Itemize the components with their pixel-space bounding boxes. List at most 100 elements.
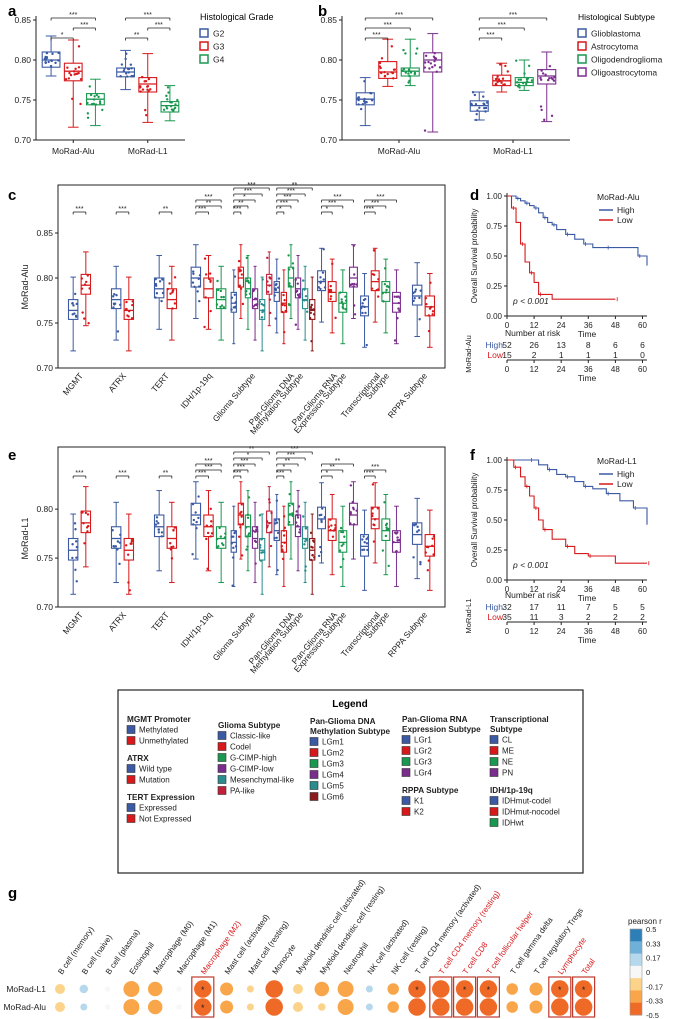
box-MoRad-Alu-point: [362, 99, 366, 103]
km-legend-title: MoRad-L1: [597, 456, 637, 466]
bubble: [574, 998, 593, 1016]
box-MoRad-Alu-box: [378, 61, 398, 79]
sig-Glioma Subtype-sig: ***: [244, 188, 252, 195]
box-MoRad-Alu-point: [72, 70, 76, 73]
legend-swatch: [199, 28, 209, 38]
box-IDH/1p-19q-point: [195, 527, 198, 530]
box-TERT-point: [154, 278, 157, 281]
box-Pan-Glioma RNA Expression Subtype-point: [339, 526, 343, 530]
risk-title: Number at risk: [505, 590, 561, 600]
box-IDH/1p-19q-point: [222, 295, 225, 299]
risk-value: 1: [559, 350, 564, 360]
box-Glioma Subtype-point: [263, 550, 266, 554]
box-Pan-Glioma DNA Methylation Subtype-point: [303, 543, 306, 546]
legend-label: G4: [213, 55, 225, 65]
bubble: [408, 980, 426, 998]
bubble: [293, 984, 303, 994]
colorbar-tick: 0.5: [646, 925, 656, 934]
km-pvalue: p < 0.001: [512, 560, 549, 570]
bubble: [506, 1001, 518, 1013]
km-x-tick-label: 48: [611, 585, 620, 594]
box-MoRad-Alu-point: [51, 52, 54, 56]
box-IDH/1p-19q-point: [198, 299, 201, 303]
box-RPPA Subtype-point: [425, 545, 429, 549]
legend-section-title: Pan-Glioma RNA: [402, 715, 468, 724]
box-Pan-Glioma RNA Expression Subtype-point: [352, 523, 356, 526]
box-MoRad-L1-point: [139, 85, 142, 88]
box-IDH/1p-19q-point: [196, 290, 199, 293]
bubble: [506, 983, 518, 995]
box-Pan-Glioma RNA Expression Subtype-point: [342, 557, 345, 561]
panel-b-legend-title: Histological Subtype: [578, 12, 655, 22]
box-Pan-Glioma DNA Methylation Subtype-point: [287, 254, 290, 257]
box-MoRad-Alu-box: [423, 52, 443, 73]
box-MoRad-Alu-point: [433, 64, 437, 67]
y-tick-label: 0.70: [36, 363, 53, 373]
box-MoRad-L1-point: [125, 75, 129, 78]
box-MoRad-Alu-point: [380, 57, 384, 60]
km-y-tick-label: 0.75: [486, 222, 502, 231]
legend-box-swatch: [217, 731, 227, 740]
box-RPPA Subtype-point: [419, 560, 422, 564]
box-RPPA Subtype-point: [412, 299, 415, 303]
risk-side-label: MoRad-Alu: [464, 335, 473, 373]
sig-Transcriptional Subtype-sig: ***: [366, 470, 374, 477]
box-RPPA Subtype-point: [431, 310, 435, 313]
box-MoRad-L1-point: [484, 106, 488, 110]
box-RPPA Subtype-point: [432, 535, 436, 538]
box-Glioma Subtype-point: [230, 308, 233, 311]
box-MGMT-point: [87, 524, 90, 528]
box-Transcriptional Subtype-point: [362, 298, 366, 302]
box-Glioma Subtype-point: [239, 526, 242, 529]
group-label: MoRad-L1: [128, 146, 168, 156]
sig-sig: ***: [372, 32, 380, 39]
box-MoRad-Alu-point: [101, 108, 104, 112]
bubble: [318, 1003, 326, 1011]
box-Pan-Glioma RNA Expression Subtype-point: [349, 512, 352, 515]
risk-x-axis-label: Time: [578, 373, 597, 383]
risk-x-tick-label: 48: [611, 627, 620, 636]
sig-Pan-Glioma DNA Methylation Subtype-sig: ***: [287, 452, 295, 459]
box-Transcriptional Subtype-point: [377, 288, 380, 291]
legend-section-title: MGMT Promoter: [127, 715, 191, 724]
sig-Pan-Glioma RNA Expression Subtype-sig: *: [325, 206, 328, 213]
box-MoRad-Alu-point: [49, 64, 53, 68]
risk-side-label: MoRad-L1: [464, 598, 473, 633]
risk-x-tick-label: 48: [611, 365, 620, 374]
legend-box-item: IDHwt: [502, 819, 525, 828]
legend-swatch: [577, 54, 587, 64]
box-MoRad-Alu-point: [93, 95, 96, 98]
risk-value: 6: [640, 340, 645, 350]
y-tick-label: 0.75: [320, 95, 337, 105]
bubble: [455, 998, 474, 1016]
box-MoRad-L1-point: [500, 81, 503, 84]
box-MoRad-Alu-point: [86, 116, 90, 119]
y-tick-label: 0.75: [14, 95, 31, 105]
box-Pan-Glioma DNA Methylation Subtype-point: [284, 309, 287, 313]
y-tick-label: 0.85: [14, 15, 31, 25]
legend-section-title: Expression Subtype: [402, 725, 481, 734]
box-Pan-Glioma DNA Methylation Subtype-point: [304, 537, 308, 541]
box-TERT-point: [171, 307, 174, 310]
bubble: [246, 1003, 254, 1011]
box-IDH/1p-19q-box: [215, 288, 227, 310]
box-IDH/1p-19q-point: [204, 273, 208, 276]
box-Glioma Subtype-point: [253, 530, 257, 533]
column-label: Mast cell (activated): [223, 912, 271, 976]
legend-box-swatch: [489, 768, 499, 777]
box-Glioma Subtype-point: [269, 531, 272, 534]
legend-box-swatch: [126, 803, 136, 812]
box-IDH/1p-19q-point: [206, 531, 210, 535]
box-Pan-Glioma DNA Methylation Subtype-point: [304, 294, 308, 298]
bubble: [479, 998, 498, 1016]
box-Glioma Subtype-point: [234, 545, 238, 548]
box-TERT-point: [170, 557, 174, 560]
highlight-frame: [476, 976, 500, 1018]
box-Pan-Glioma RNA Expression Subtype-box: [327, 281, 337, 302]
box-Pan-Glioma RNA Expression Subtype-point: [340, 300, 344, 304]
box-MoRad-Alu-box: [63, 62, 83, 82]
legend-box-item: Unmethylated: [139, 737, 188, 746]
box-IDH/1p-19q-point: [191, 281, 195, 284]
box-MGMT-point: [83, 542, 86, 545]
risk-value: 0: [640, 350, 645, 360]
